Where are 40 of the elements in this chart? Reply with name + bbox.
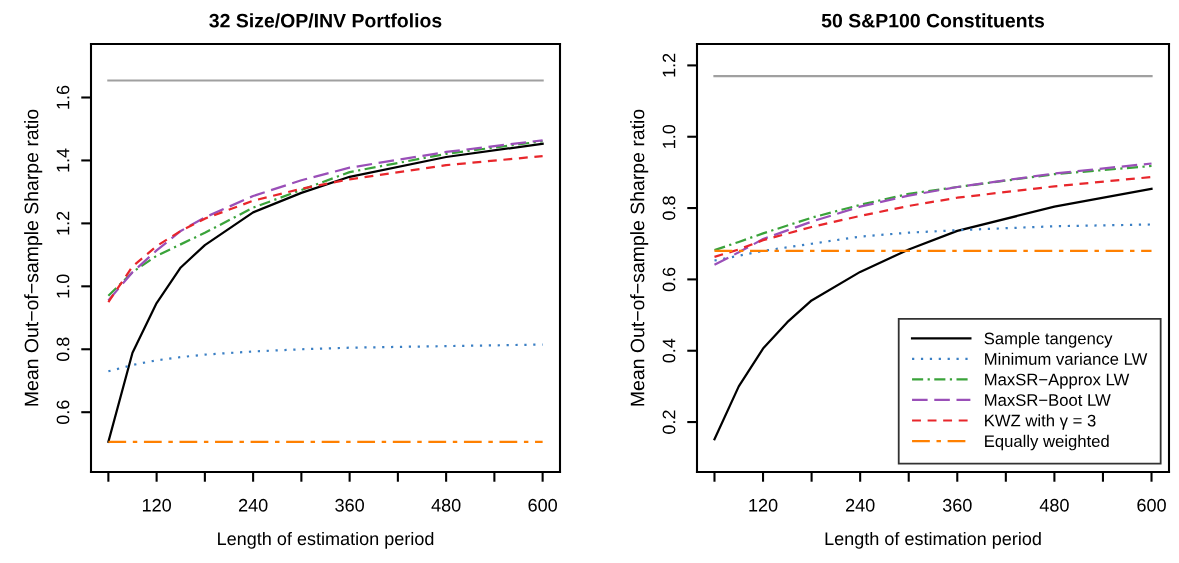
legend-label: KWZ with γ = 3 [985, 414, 1096, 430]
legend-label: MaxSR−Approx LW [985, 373, 1130, 389]
x-tick-label: 240 [846, 498, 875, 512]
legend-label: Sample tangency [984, 332, 1113, 348]
y-tick-label: 1.2 [662, 53, 676, 77]
x-axis-title: Length of estimation period [218, 531, 434, 549]
y-tick-label: 1.2 [56, 211, 70, 235]
y-tick-label: 0.8 [662, 196, 676, 220]
x-tick-label: 120 [749, 498, 778, 512]
x-tick-label: 600 [1137, 498, 1166, 512]
line-series [713, 223, 1153, 262]
x-tick-label: 360 [335, 498, 364, 512]
line-series [713, 175, 1153, 259]
x-tick-label: 240 [238, 498, 268, 512]
line-series [713, 164, 1153, 252]
y-tick-label: 1.0 [662, 124, 676, 148]
x-tick-label: 600 [528, 498, 557, 512]
chart-title: 32 Size/OP/INV Portfolios [209, 13, 442, 28]
x-axis-title: Length of estimation period [825, 531, 1041, 549]
x-tick-label: 480 [431, 498, 461, 512]
x-tick-label: 360 [942, 498, 972, 512]
line-series [713, 162, 1153, 266]
y-tick-label: 1.0 [56, 274, 70, 298]
y-axis-title: Mean Out−of−sample Sharpe ratio [630, 109, 649, 406]
legend-label: MaxSR−Boot LW [985, 394, 1111, 406]
y-tick-label: 0.8 [56, 337, 70, 362]
legend-label: Minimum variance LW [985, 352, 1148, 365]
chart-title: 50 S&P100 Constituents [821, 13, 1045, 28]
y-axis-title: Mean Out−of−sample Sharpe ratio [24, 109, 43, 406]
y-tick-label: 0.6 [662, 267, 676, 292]
line-series [107, 343, 544, 373]
y-tick-label: 1.4 [56, 148, 70, 172]
legend-label: Equally weighted [985, 434, 1109, 451]
y-tick-label: 1.6 [56, 85, 70, 109]
y-tick-label: 0.2 [662, 410, 676, 434]
x-tick-label: 120 [142, 498, 171, 512]
y-tick-label: 0.6 [56, 400, 70, 425]
y-tick-label: 0.4 [662, 338, 676, 363]
line-series [107, 142, 544, 443]
x-tick-label: 480 [1039, 498, 1069, 512]
